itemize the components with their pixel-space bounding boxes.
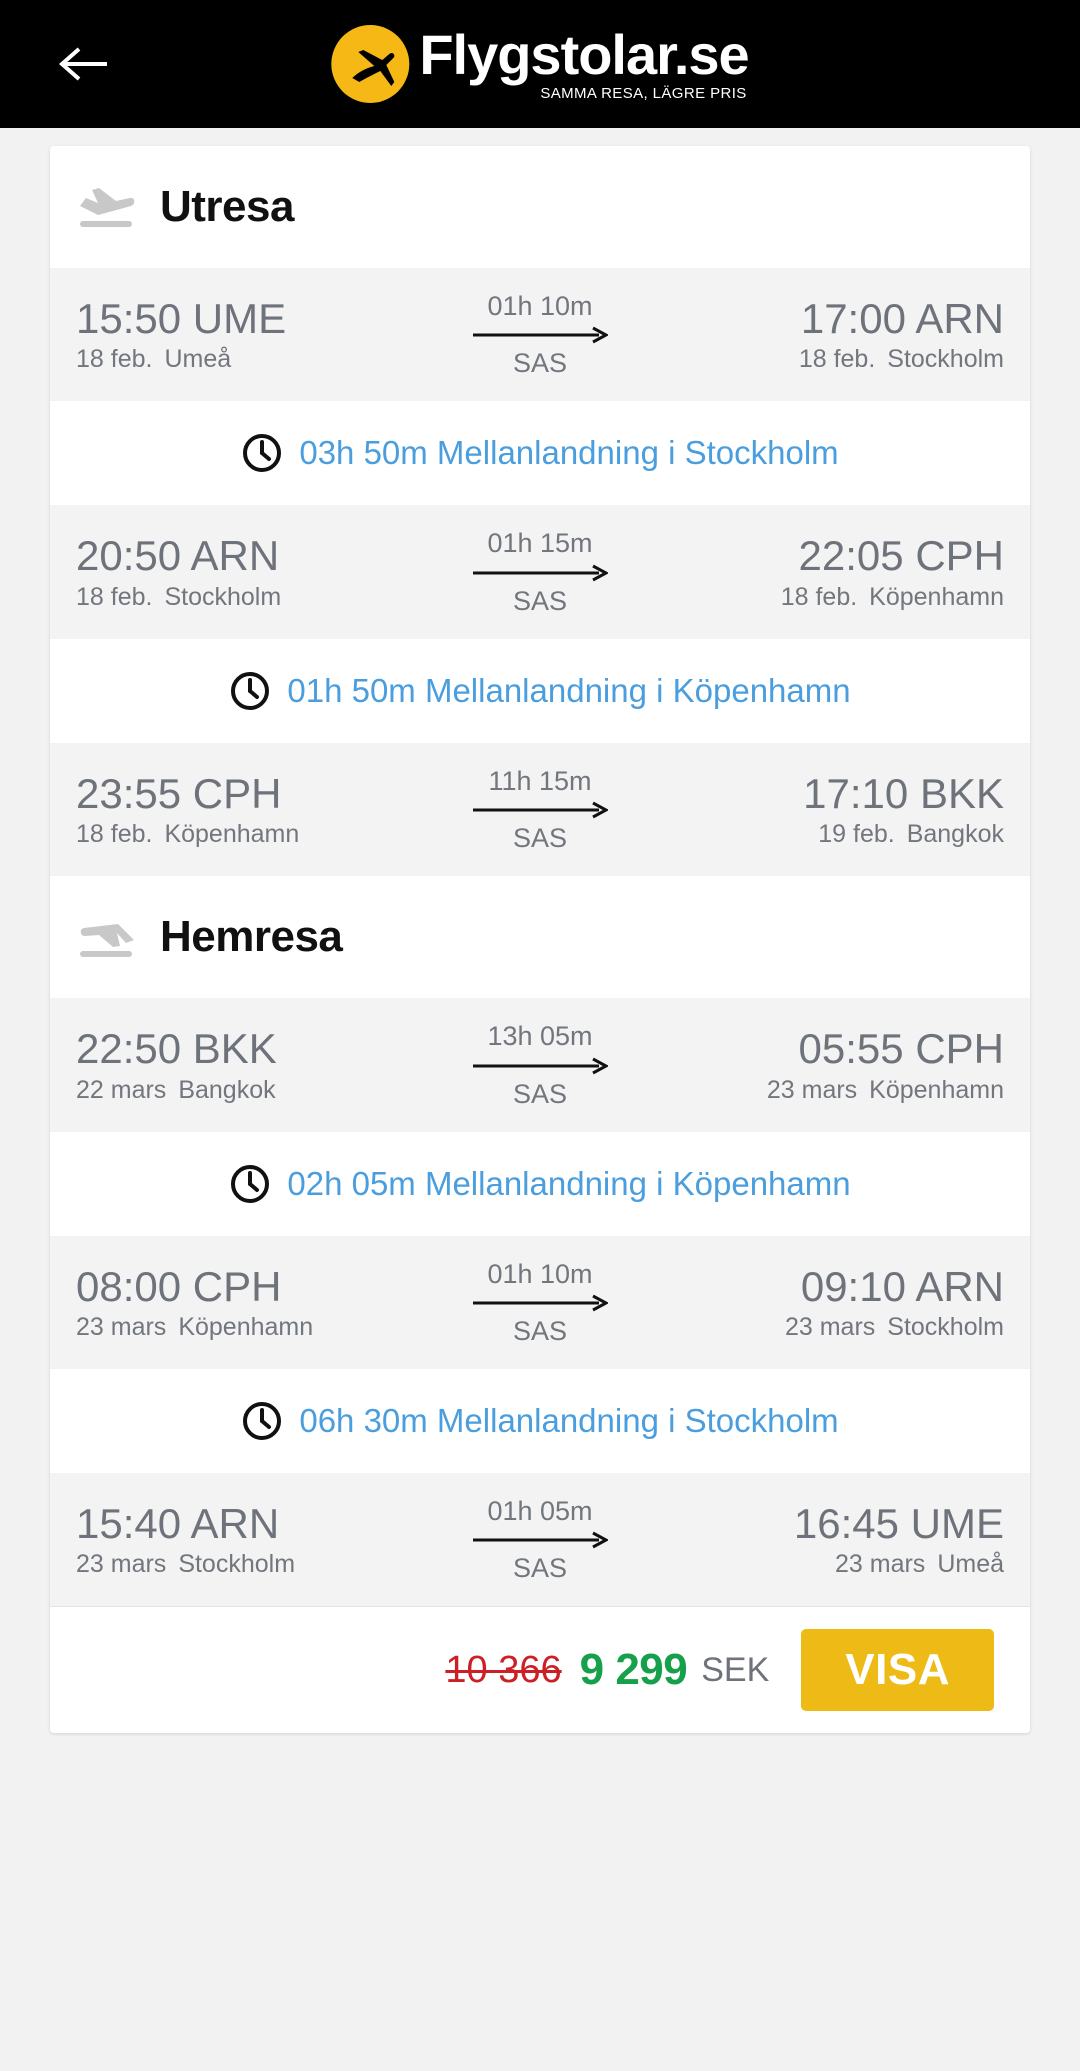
leg-middle: 01h 15m SAS	[376, 527, 704, 616]
layover-row: 02h 05m Mellanlandning i Köpenhamn	[50, 1131, 1030, 1236]
depart-time-code: 23:55 CPH	[76, 769, 282, 817]
depart-date-city: 23 mars Köpenhamn	[76, 1312, 314, 1341]
leg-arrive: 17:00 ARN 18 feb. Stockholm	[704, 295, 1004, 374]
depart-time-code: 15:50 UME	[76, 295, 287, 343]
show-offer-button[interactable]: VISA	[801, 1629, 994, 1712]
leg-depart: 15:40 ARN 23 mars Stockholm	[76, 1500, 376, 1579]
flight-leg-row: 15:40 ARN 23 mars Stockholm 01h 05m SAS 1…	[50, 1472, 1030, 1607]
arrow-right-icon	[472, 801, 608, 819]
leg-depart: 22:50 BKK 22 mars Bangkok	[76, 1025, 376, 1104]
flight-leg-row: 15:50 UME 18 feb. Umeå 01h 10m SAS 17:00	[50, 268, 1030, 402]
leg-duration: 13h 05m	[487, 1021, 593, 1052]
outbound-section-header: Utresa	[50, 146, 1030, 268]
arrive-time-code: 22:05 CPH	[798, 532, 1004, 580]
clock-icon	[243, 434, 282, 473]
layover-row: 03h 50m Mellanlandning i Stockholm	[50, 401, 1030, 506]
leg-airline: SAS	[512, 1078, 568, 1109]
flight-leg-row: 22:50 BKK 22 mars Bangkok 13h 05m SAS 05:…	[50, 998, 1030, 1132]
layover-text: 03h 50m Mellanlandning i Stockholm	[299, 434, 839, 472]
depart-time-code: 20:50 ARN	[76, 532, 280, 580]
leg-airline: SAS	[512, 1553, 568, 1584]
new-price: 9 299	[579, 1645, 688, 1695]
leg-middle: 01h 10m SAS	[376, 290, 704, 379]
leg-middle: 01h 05m SAS	[376, 1495, 704, 1584]
layover-row: 01h 50m Mellanlandning i Köpenhamn	[50, 638, 1030, 743]
airplane-landing-icon	[80, 924, 134, 958]
depart-date-city: 23 mars Stockholm	[76, 1550, 296, 1579]
layover-text: 06h 30m Mellanlandning i Stockholm	[299, 1401, 839, 1439]
leg-arrive: 16:45 UME 23 mars Umeå	[704, 1500, 1004, 1579]
arrow-right-icon	[472, 1532, 608, 1549]
leg-middle: 11h 15m SAS	[376, 765, 704, 854]
leg-duration: 01h 15m	[487, 528, 593, 559]
itinerary-card: Utresa 15:50 UME 18 feb. Umeå 01h 10m SAS	[50, 146, 1030, 1734]
airplane-logo-icon	[331, 25, 410, 103]
depart-date-city: 18 feb. Köpenhamn	[76, 820, 300, 849]
leg-arrive: 22:05 CPH 18 feb. Köpenhamn	[704, 532, 1004, 611]
depart-date-city: 18 feb. Stockholm	[76, 582, 282, 611]
leg-depart: 23:55 CPH 18 feb. Köpenhamn	[76, 770, 376, 849]
arrive-time-code: 09:10 ARN	[800, 1262, 1004, 1310]
depart-time-code: 22:50 BKK	[76, 1025, 277, 1073]
arrow-right-icon	[472, 1057, 608, 1074]
leg-duration: 11h 15m	[488, 765, 592, 796]
return-title: Hemresa	[160, 912, 343, 962]
return-section-header: Hemresa	[50, 876, 1030, 999]
arrive-date-city: 19 feb. Bangkok	[818, 820, 1004, 849]
depart-date-city: 18 feb. Umeå	[76, 345, 232, 374]
arrive-date-city: 18 feb. Stockholm	[798, 345, 1004, 374]
page-body: Utresa 15:50 UME 18 feb. Umeå 01h 10m SAS	[0, 128, 1080, 2071]
arrive-date-city: 18 feb. Köpenhamn	[780, 582, 1004, 611]
layover-row: 06h 30m Mellanlandning i Stockholm	[50, 1368, 1030, 1473]
price-footer: 10 366 9 299 SEK VISA	[50, 1606, 1030, 1734]
leg-arrive: 09:10 ARN 23 mars Stockholm	[704, 1263, 1004, 1342]
arrow-right-icon	[472, 564, 608, 582]
depart-time-code: 15:40 ARN	[76, 1500, 280, 1547]
leg-arrive: 05:55 CPH 23 mars Köpenhamn	[704, 1025, 1004, 1104]
leg-duration: 01h 05m	[487, 1495, 593, 1526]
layover-text: 01h 50m Mellanlandning i Köpenhamn	[287, 671, 851, 709]
leg-airline: SAS	[512, 585, 568, 616]
leg-depart: 08:00 CPH 23 mars Köpenhamn	[76, 1263, 376, 1342]
arrow-right-icon	[472, 1294, 608, 1312]
currency-label: SEK	[701, 1650, 770, 1689]
leg-middle: 01h 10m SAS	[376, 1258, 704, 1347]
layover-text: 02h 05m Mellanlandning i Köpenhamn	[287, 1164, 851, 1202]
clock-icon	[231, 671, 270, 710]
leg-depart: 15:50 UME 18 feb. Umeå	[76, 295, 376, 374]
arrow-right-icon	[472, 327, 608, 344]
leg-airline: SAS	[512, 823, 568, 854]
arrive-time-code: 17:00 ARN	[800, 295, 1004, 343]
leg-airline: SAS	[512, 1315, 568, 1346]
arrive-date-city: 23 mars Umeå	[835, 1550, 1004, 1579]
depart-date-city: 22 mars Bangkok	[76, 1075, 276, 1104]
arrive-date-city: 23 mars Stockholm	[784, 1312, 1004, 1341]
back-arrow-icon	[58, 47, 107, 81]
back-button[interactable]	[48, 28, 120, 100]
leg-depart: 20:50 ARN 18 feb. Stockholm	[76, 532, 376, 611]
leg-duration: 01h 10m	[487, 1258, 593, 1289]
depart-time-code: 08:00 CPH	[76, 1262, 282, 1310]
leg-middle: 13h 05m SAS	[376, 1020, 704, 1109]
brand-tagline: SAMMA RESA, LÄGRE PRIS	[540, 84, 747, 102]
arrive-time-code: 17:10 BKK	[803, 769, 1004, 817]
arrive-time-code: 16:45 UME	[793, 1500, 1004, 1547]
brand-name: Flygstolar.se	[419, 22, 749, 86]
arrive-time-code: 05:55 CPH	[798, 1025, 1004, 1073]
clock-icon	[243, 1401, 282, 1440]
leg-duration: 01h 10m	[487, 291, 593, 321]
clock-icon	[231, 1164, 270, 1203]
outbound-title: Utresa	[160, 182, 294, 231]
leg-arrive: 17:10 BKK 19 feb. Bangkok	[704, 770, 1004, 849]
flight-leg-row: 20:50 ARN 18 feb. Stockholm 01h 15m SAS 2…	[50, 505, 1030, 639]
arrive-date-city: 23 mars Köpenhamn	[766, 1075, 1004, 1104]
app-header: Flygstolar.se SAMMA RESA, LÄGRE PRIS	[0, 0, 1080, 128]
brand-logo-area[interactable]: Flygstolar.se SAMMA RESA, LÄGRE PRIS	[331, 22, 750, 103]
leg-airline: SAS	[512, 348, 568, 379]
flight-leg-row: 23:55 CPH 18 feb. Köpenhamn 11h 15m SAS 1…	[50, 742, 1030, 877]
old-price: 10 366	[445, 1648, 562, 1691]
airplane-takeoff-icon	[80, 188, 135, 227]
flight-leg-row: 08:00 CPH 23 mars Köpenhamn 01h 10m SAS 0…	[50, 1235, 1030, 1369]
